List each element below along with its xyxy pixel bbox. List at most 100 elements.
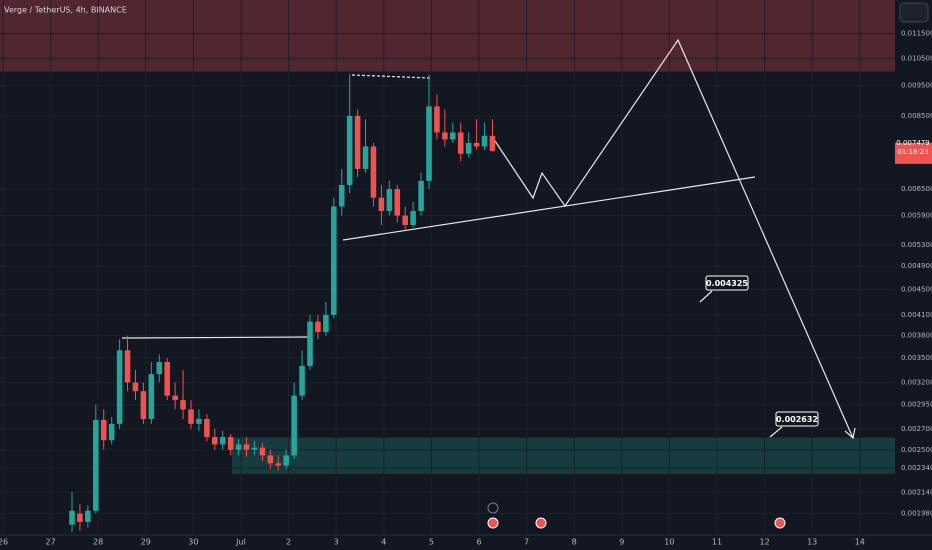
candle-body: [315, 321, 321, 333]
y-tick-label: 0.008500: [901, 112, 932, 120]
annotation-box: [705, 275, 749, 291]
candle-body: [116, 350, 123, 424]
candle-body: [275, 463, 282, 466]
chart-title: Verge / TetherUS, 4h, BINANCE: [4, 6, 127, 15]
y-tick-label: 0.002500: [901, 446, 932, 454]
candle-body: [164, 361, 170, 396]
x-tick-label: 28: [93, 538, 103, 547]
trend-line: [342, 176, 756, 241]
y-tick-label: 0.004100: [901, 311, 932, 319]
candle-body: [172, 395, 178, 401]
candle-body: [331, 206, 337, 315]
y-tick-label: 0.003200: [901, 379, 932, 387]
candle-body: [473, 142, 480, 147]
candle-body: [354, 115, 361, 169]
candle-body: [338, 184, 345, 207]
annotation: 0.002632: [776, 415, 818, 424]
candle-body: [148, 374, 155, 419]
x-tick-label: 29: [141, 538, 151, 547]
y-tick-label: 0.002700: [901, 425, 932, 433]
candle-body: [394, 189, 401, 216]
settings-button[interactable]: [899, 2, 929, 23]
candle-body: [227, 437, 234, 450]
candle-body: [77, 513, 83, 522]
candle-body: [85, 510, 91, 522]
candle-body: [212, 437, 218, 445]
candle-body: [283, 455, 289, 466]
projection-arrow: [844, 427, 856, 440]
candle-body: [108, 423, 115, 441]
y-tick-label: 0.004500: [901, 285, 932, 293]
candle-body: [243, 444, 250, 450]
candle-body: [386, 189, 393, 211]
candle-body: [259, 447, 266, 456]
candle-body: [402, 215, 408, 225]
x-tick-label: 11: [712, 538, 722, 547]
candle-body: [140, 391, 147, 419]
x-tick-label: 2: [286, 538, 291, 547]
candle-body: [132, 382, 139, 392]
candle-body: [481, 135, 488, 147]
x-tick-label: 9: [619, 538, 624, 547]
candle-body: [69, 510, 75, 525]
event-icon[interactable]: [487, 502, 499, 514]
event-icon[interactable]: [774, 517, 786, 529]
y-tick-label: 0.002340: [901, 464, 932, 472]
candle-body: [291, 395, 297, 456]
x-tick-label: 30: [188, 538, 198, 547]
candle-body: [442, 132, 448, 140]
event-icon[interactable]: [487, 517, 499, 529]
candle-body: [93, 419, 99, 511]
candle-body: [307, 321, 313, 366]
x-tick-label: 12: [760, 538, 770, 547]
y-tick-label: 0.005900: [901, 212, 932, 220]
x-tick-label: Jul: [235, 538, 246, 547]
x-tick-label: 6: [476, 538, 481, 547]
top-line: [351, 74, 431, 79]
candle-body: [180, 400, 186, 410]
candle-body: [299, 365, 305, 396]
y-tick-label: 0.002950: [901, 401, 932, 409]
y-tick-label: 0.004900: [901, 262, 932, 270]
projection-path: [492, 38, 854, 439]
candle-body: [323, 314, 329, 333]
candle-body: [100, 419, 107, 441]
annotation-box: [775, 411, 819, 427]
y-tick-label: 0.006500: [901, 185, 932, 193]
candle-body: [418, 180, 424, 211]
y-tick-label: 0.010500: [901, 54, 932, 62]
candle-body: [251, 447, 258, 450]
resistance-line: [121, 336, 313, 339]
y-tick-label: 0.001980: [901, 510, 932, 518]
x-tick-label: 7: [524, 538, 529, 547]
event-icon[interactable]: [535, 517, 547, 529]
events: [487, 502, 786, 529]
annotation-pointer: [769, 426, 783, 438]
y-tick-label: 0.003500: [901, 354, 932, 362]
x-tick-label: 5: [429, 538, 434, 547]
candle-body: [156, 361, 163, 375]
candle-body: [235, 444, 242, 450]
x-tick-label: 27: [46, 538, 56, 547]
candle-body: [346, 115, 353, 185]
x-tick-label: 13: [807, 538, 817, 547]
annotation: 0.004325: [706, 279, 748, 288]
annotation-pointer: [699, 290, 713, 303]
y-tick-label: 0.002140: [901, 488, 932, 496]
candle-body: [378, 197, 385, 211]
price-axis: [895, 0, 932, 535]
candle-body: [267, 455, 274, 464]
last-price-box: [895, 142, 932, 164]
last-price: 0.007479: [896, 139, 929, 147]
zone: [0, 0, 895, 72]
candle-body: [196, 418, 202, 424]
candle-body: [434, 106, 440, 133]
x-tick-label: 14: [855, 538, 865, 547]
candle-body: [124, 350, 131, 383]
candle-body: [219, 437, 226, 445]
candle-body: [362, 146, 369, 169]
candle-body: [489, 135, 496, 151]
candle-body: [465, 142, 472, 154]
drawings: [121, 38, 856, 440]
